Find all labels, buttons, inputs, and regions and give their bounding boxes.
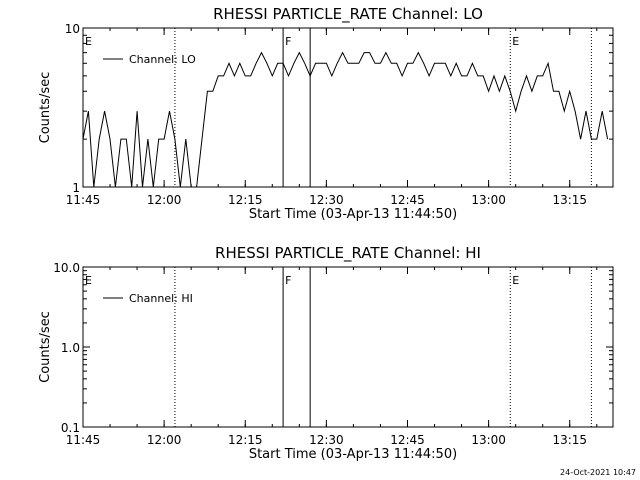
x-tick-label: 12:15	[228, 193, 263, 207]
x-tick-label: 12:45	[390, 193, 425, 207]
y-tick-label: 1.0	[61, 341, 80, 355]
event-marker-label: E	[85, 35, 92, 48]
event-marker-label: E	[85, 274, 92, 287]
x-tick-label: 12:30	[309, 433, 344, 447]
event-marker-label: F	[285, 274, 291, 287]
y-tick-label: 1	[72, 181, 80, 195]
chart-title: RHESSI PARTICLE_RATE Channel: LO	[213, 5, 483, 24]
x-tick-label: 12:00	[147, 433, 182, 447]
x-tick-label: 12:45	[390, 433, 425, 447]
x-tick-label: 13:00	[471, 193, 506, 207]
legend-label: Channel: LO	[129, 53, 196, 66]
event-marker-label: E	[512, 35, 519, 48]
panel-lo: RHESSI PARTICLE_RATE Channel: LO 11:45 12:…	[38, 5, 614, 222]
y-axis-label: Counts/sec	[38, 311, 53, 383]
x-tick-label: 12:30	[309, 193, 344, 207]
x-tick-label: 11:45	[66, 433, 101, 447]
chart-title: RHESSI PARTICLE_RATE Channel: HI	[215, 244, 481, 263]
event-marker-label: F	[285, 35, 291, 48]
x-tick-label: 13:00	[471, 433, 506, 447]
x-tick-label: 11:45	[66, 193, 101, 207]
series-line	[82, 51, 609, 188]
x-tick-label: 12:15	[228, 433, 263, 447]
x-tick-label: 12:00	[147, 193, 182, 207]
y-tick-label: 10	[65, 22, 80, 36]
event-marker-label: E	[512, 274, 519, 287]
x-tick-label: 13:15	[552, 193, 587, 207]
plot-frame	[82, 266, 614, 428]
footer-date: 24-Oct-2021 10:47	[560, 468, 636, 477]
plot-frame	[82, 27, 614, 188]
legend-label: Channel: HI	[129, 292, 193, 305]
y-tick-label: 0.1	[61, 421, 80, 435]
x-axis-label: Start Time (03-Apr-13 11:44:50)	[249, 447, 457, 462]
x-axis-label: Start Time (03-Apr-13 11:44:50)	[249, 207, 457, 222]
y-axis-label: Counts/sec	[38, 72, 53, 144]
panel-hi: RHESSI PARTICLE_RATE Channel: HI 11:45 12:…	[38, 244, 614, 462]
y-tick-label: 10.0	[53, 261, 80, 275]
x-tick-label: 13:15	[552, 433, 587, 447]
